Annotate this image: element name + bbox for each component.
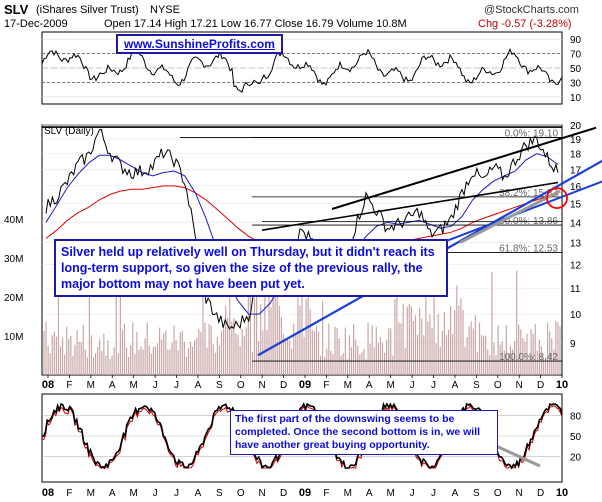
price-tick-label: 12 bbox=[570, 260, 582, 271]
fib-level-label: 0.0%: 19.10 bbox=[505, 129, 559, 140]
price-x-label: 09 bbox=[299, 379, 311, 391]
stochastic-line bbox=[41, 401, 563, 470]
stochastic-x-label: J bbox=[410, 488, 415, 499]
price-x-label: J bbox=[174, 380, 179, 391]
stochastic-x-label: J bbox=[174, 488, 179, 499]
ticker-symbol: SLV bbox=[4, 2, 29, 17]
price-tick-label: 18 bbox=[570, 150, 582, 161]
target-circle bbox=[546, 187, 568, 209]
stochastic-tick-label: 80 bbox=[570, 412, 582, 423]
price-panel-title: SLV (Daily) bbox=[44, 126, 94, 137]
stochastic-x-label: A bbox=[452, 488, 459, 499]
price-x-label: O bbox=[237, 380, 245, 391]
fib-level-label: 100.0%: 8.42 bbox=[499, 352, 558, 363]
price-tick-label: 20 bbox=[570, 121, 582, 132]
price-tick-label: 15 bbox=[570, 199, 582, 210]
watermark: @StockCharts.com bbox=[484, 4, 579, 16]
price-x-label: S bbox=[473, 380, 480, 391]
price-tick-label: 16 bbox=[570, 182, 582, 193]
upper-channel-line bbox=[331, 126, 597, 210]
volume-tick-label: 20M bbox=[4, 293, 23, 304]
price-x-label: 10 bbox=[556, 379, 568, 391]
lower-channel-line bbox=[261, 181, 559, 232]
stochastic-x-label: N bbox=[259, 488, 266, 499]
price-x-label: D bbox=[537, 380, 544, 391]
rsi-tick-label: 10 bbox=[570, 93, 582, 104]
price-tick-label: 11 bbox=[570, 284, 581, 295]
stochastic-x-label: O bbox=[237, 488, 245, 499]
price-x-label: F bbox=[66, 380, 72, 391]
stochastic-tick-label: 50 bbox=[570, 432, 582, 443]
stochastic-x-label: M bbox=[386, 488, 394, 499]
price-x-label: N bbox=[516, 380, 523, 391]
stochastic-x-label: F bbox=[66, 488, 72, 499]
price-tick-label: 14 bbox=[570, 218, 582, 229]
main-annotation: Silver held up relatively well on Thursd… bbox=[54, 239, 448, 297]
stochastic-x-label: F bbox=[323, 488, 329, 499]
price-x-label: S bbox=[216, 380, 223, 391]
price-line bbox=[45, 128, 559, 330]
stochastic-x-label: J bbox=[431, 488, 436, 499]
fib-level-label: 61.8%: 12.53 bbox=[499, 244, 558, 255]
stochastic-x-label: M bbox=[129, 488, 137, 499]
change-readout: Chg -0.57 (-3.28%) bbox=[478, 18, 572, 30]
stochastic-x-label: 09 bbox=[299, 487, 311, 499]
price-x-label: M bbox=[386, 380, 394, 391]
stochastic-x-label: 08 bbox=[42, 487, 54, 499]
rsi-line bbox=[41, 47, 563, 94]
stochastic-pointer-arrow bbox=[495, 444, 541, 468]
volume-tick-label: 10M bbox=[4, 332, 23, 343]
price-x-label: M bbox=[344, 380, 352, 391]
volume-tick-label: 30M bbox=[4, 254, 23, 265]
stochastic-x-label: O bbox=[494, 488, 502, 499]
stochastic-x-label: D bbox=[537, 488, 544, 499]
price-x-label: A bbox=[366, 380, 373, 391]
stochastic-x-label: D bbox=[280, 488, 287, 499]
stochastic-x-label: A bbox=[366, 488, 373, 499]
price-x-label: A bbox=[195, 380, 202, 391]
price-x-label: J bbox=[431, 380, 436, 391]
price-x-label: J bbox=[410, 380, 415, 391]
stochastic-x-label: J bbox=[153, 488, 158, 499]
stochastic-x-label: A bbox=[109, 488, 116, 499]
price-tick-label: 13 bbox=[570, 239, 582, 250]
price-x-label: 08 bbox=[42, 379, 54, 391]
price-x-label: F bbox=[323, 380, 329, 391]
price-tick-label: 10 bbox=[570, 310, 582, 321]
price-tick-label: 19 bbox=[570, 135, 582, 146]
exchange-label: NYSE bbox=[150, 4, 180, 16]
stochastic-x-label: 10 bbox=[556, 487, 568, 499]
fib-level-label: 38.2%: 15.37 bbox=[499, 188, 558, 199]
price-x-label: N bbox=[259, 380, 266, 391]
website-label[interactable]: www.SunshineProfits.com bbox=[116, 34, 283, 54]
ticker-name: (iShares Silver Trust) bbox=[36, 4, 139, 16]
price-x-label: J bbox=[153, 380, 158, 391]
stochastic-x-label: A bbox=[195, 488, 202, 499]
price-x-label: D bbox=[280, 380, 287, 391]
price-x-label: O bbox=[494, 380, 502, 391]
price-x-label: M bbox=[87, 380, 95, 391]
price-x-label: A bbox=[452, 380, 459, 391]
volume-tick-label: 40M bbox=[4, 215, 23, 226]
price-x-label: M bbox=[129, 380, 137, 391]
stochastic-tick-label: 20 bbox=[570, 452, 582, 463]
date-label: 17-Dec-2009 bbox=[4, 18, 68, 30]
price-tick-label: 9 bbox=[570, 339, 576, 350]
rsi-tick-label: 70 bbox=[570, 50, 582, 61]
rsi-tick-label: 50 bbox=[570, 64, 582, 75]
rsi-tick-label: 90 bbox=[570, 35, 582, 46]
stochastic-annotation: The first part of the downswing seems to… bbox=[230, 410, 498, 455]
stochastic-x-label: M bbox=[344, 488, 352, 499]
stochastic-x-label: M bbox=[87, 488, 95, 499]
price-tick-label: 17 bbox=[570, 165, 582, 176]
short-term-trendline bbox=[459, 189, 561, 244]
price-x-label: A bbox=[109, 380, 116, 391]
rsi-tick-label: 30 bbox=[570, 78, 582, 89]
stochastic-x-label: S bbox=[216, 488, 223, 499]
stochastic-x-label: S bbox=[473, 488, 480, 499]
ohlc-readout: Open 17.14 High 17.21 Low 16.77 Close 16… bbox=[104, 18, 407, 30]
stochastic-x-label: N bbox=[516, 488, 523, 499]
